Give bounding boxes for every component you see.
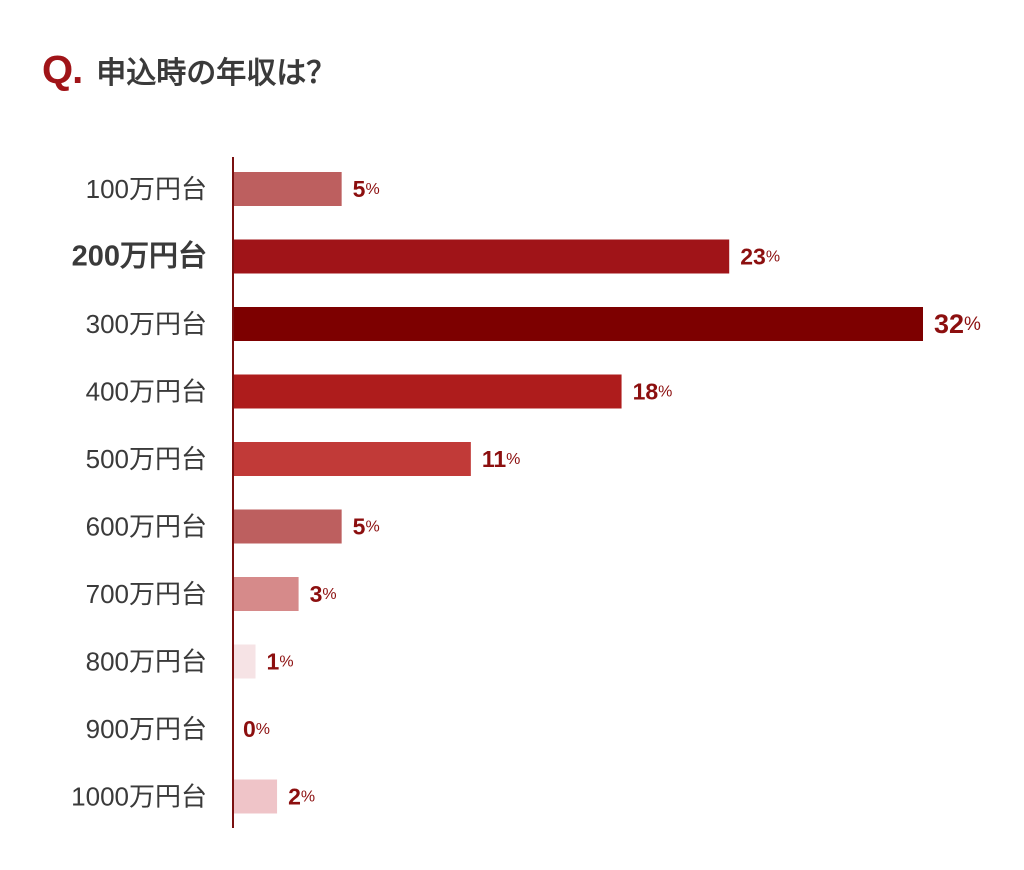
category-label: 600万円台 — [86, 512, 207, 542]
value-unit: % — [658, 383, 672, 400]
bar — [234, 374, 622, 409]
value-unit: % — [365, 518, 379, 535]
value-label: 18% — [633, 379, 673, 405]
value-unit: % — [256, 721, 270, 738]
bar — [234, 442, 471, 476]
bar — [234, 577, 299, 611]
value-label: 11% — [482, 446, 521, 472]
bar — [234, 779, 278, 814]
value-unit: % — [506, 451, 520, 468]
value-label: 3% — [310, 581, 337, 607]
chart-title: Q. 申込時の年収は？ — [42, 42, 336, 98]
category-label: 400万円台 — [86, 377, 207, 407]
bar — [234, 509, 342, 544]
category-label: 200万円台 — [72, 239, 207, 273]
value-label: 5% — [353, 176, 380, 202]
value-unit: % — [279, 653, 293, 670]
category-label: 1000万円台 — [71, 782, 207, 812]
bar — [234, 239, 730, 274]
value-unit: % — [322, 586, 336, 603]
value-unit: % — [766, 248, 780, 265]
value-label: 0% — [243, 716, 270, 742]
category-label: 300万円台 — [86, 309, 207, 339]
bar — [234, 307, 923, 341]
value-unit: % — [365, 181, 379, 198]
question-text: 申込時の年収は？ — [96, 56, 337, 91]
question-mark-label: Q. — [42, 47, 83, 92]
category-label: 800万円台 — [86, 647, 207, 677]
bar — [234, 644, 256, 679]
category-label: 100万円台 — [86, 174, 207, 204]
category-label: 500万円台 — [86, 444, 207, 474]
value-label: 2% — [288, 784, 315, 810]
value-label: 1% — [267, 649, 294, 675]
value-label: 5% — [353, 514, 380, 540]
category-label: 900万円台 — [86, 714, 207, 744]
value-unit: % — [964, 314, 981, 335]
value-unit: % — [301, 788, 315, 805]
value-label: 23% — [740, 244, 780, 270]
value-label: 32% — [934, 309, 981, 339]
bar — [234, 172, 342, 206]
category-label: 700万円台 — [86, 579, 207, 609]
